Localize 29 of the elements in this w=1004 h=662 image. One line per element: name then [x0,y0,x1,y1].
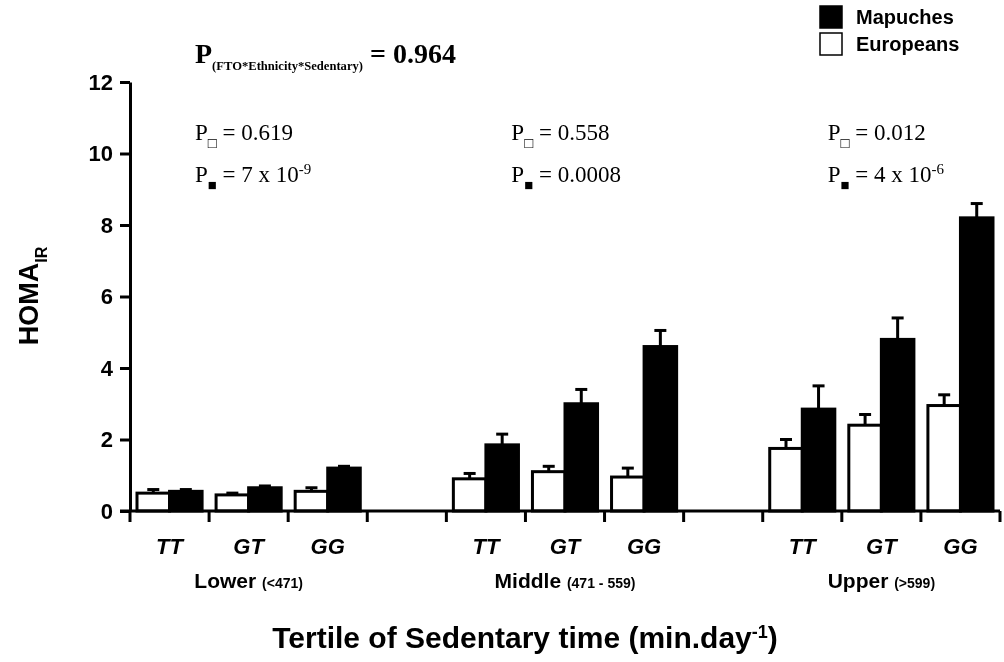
annotation: P$_{□}$ = 0.558 [511,120,610,151]
x-tick-label: GG [310,534,345,559]
y-tick-label: 12 [88,69,113,95]
text: Upper (>599) [827,569,936,592]
x-axis-title: Tertile of Sedentary time (min.day$^{-1}$) [272,621,778,654]
y-tick-label: 10 [88,141,113,167]
x-tick-label: TT [472,534,501,559]
annotation: P$_{■}$ = 4 x 10$^{-6}$ [827,161,945,193]
y-tick-label: 2 [100,427,113,453]
legend-label: Europeans [856,33,960,55]
legend-label: Mapuches [856,6,954,28]
text: Lower (<471) [194,569,303,592]
y-tick-label: 6 [100,284,113,310]
x-tick-label: TT [788,534,818,559]
text: Middle (471 - 559) [494,569,636,592]
annotation: P$_{■}$ = 7 x 10$^{-9}$ [195,161,312,193]
y-tick-label: 8 [100,212,113,238]
x-tick-label: GT [549,534,582,559]
annotation: P$_{■}$ = 0.0008 [511,162,621,193]
x-tick-label: TT [156,534,185,559]
x-tick-label: GG [626,534,662,559]
annotation: P$_{□}$ = 0.012 [827,120,926,151]
chart-title: P$_{(FTO*Ethnicity*Sedentary)}$ = 0.964 [195,38,456,73]
y-tick-label: 0 [100,498,113,524]
x-tick-label: GG [943,534,978,559]
x-tick-label: GT [866,534,899,559]
annotation: P$_{□}$ = 0.619 [195,120,294,151]
y-tick-label: 4 [100,355,114,381]
x-tick-label: GT [233,534,266,559]
